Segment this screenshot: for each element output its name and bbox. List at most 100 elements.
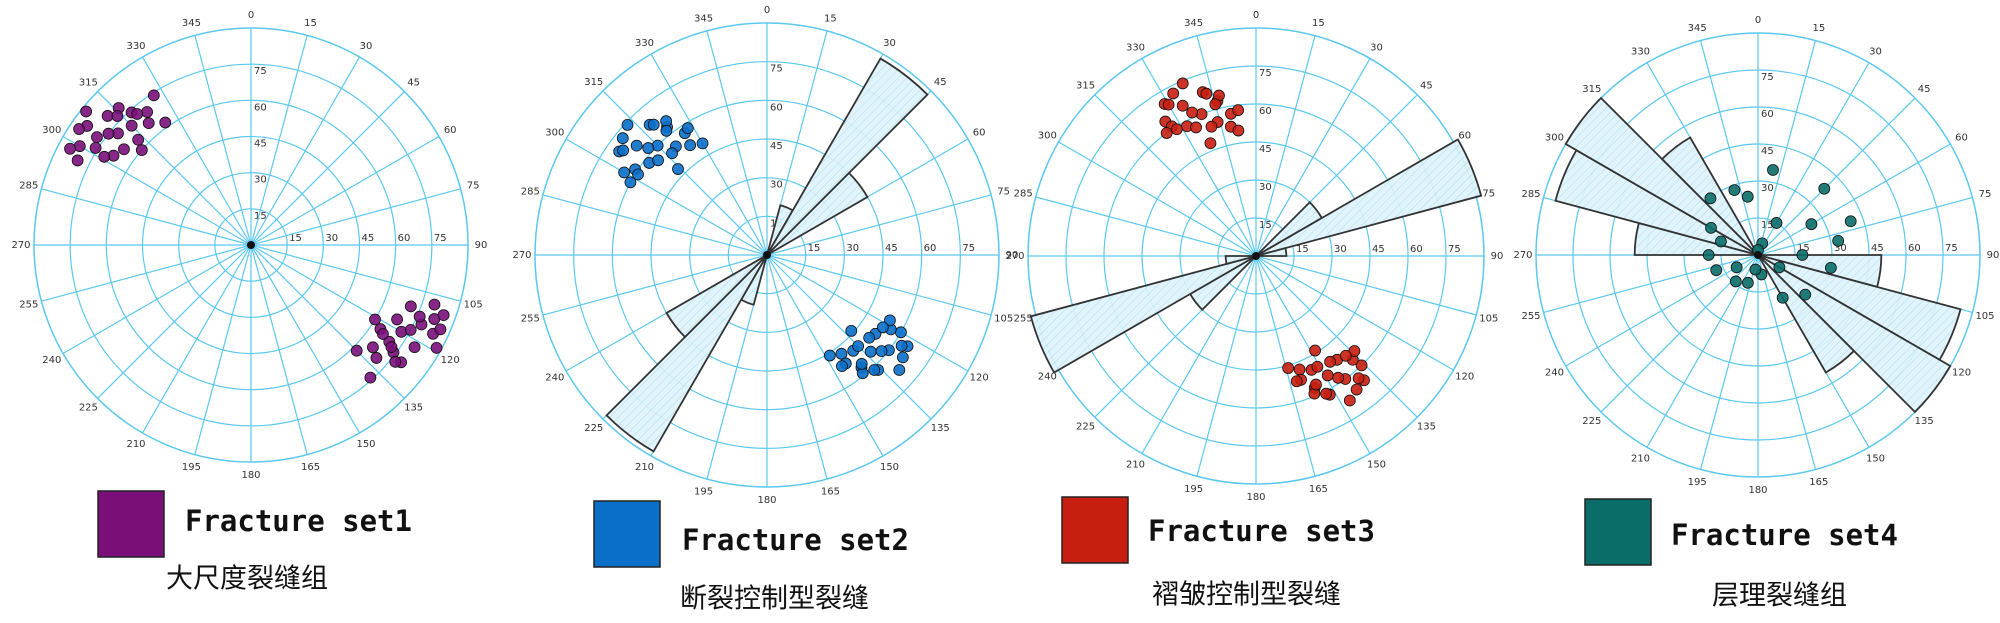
angle-tick-label: 210 <box>126 439 145 450</box>
radial-grid-line <box>1543 254 1759 314</box>
scatter-point <box>895 326 907 339</box>
angle-tick-label: 210 <box>1631 454 1650 465</box>
angle-tick-label: 30 <box>1869 46 1882 57</box>
angle-tick-label: 270 <box>512 250 531 261</box>
r-tick-label: 45 <box>1372 244 1385 255</box>
rose-petal <box>766 171 869 256</box>
scatter-point <box>672 163 684 175</box>
radial-grid-line <box>1196 35 1257 257</box>
r-tick-label: 45 <box>770 141 783 152</box>
scatter-point <box>125 119 138 132</box>
angle-tick-label: 225 <box>1582 416 1601 427</box>
scatter-point <box>430 341 443 354</box>
r-tick-label: 45 <box>1259 144 1272 155</box>
radial-grid-line <box>250 244 405 399</box>
scatter-point <box>370 352 383 364</box>
radial-grid-line <box>194 35 252 246</box>
scatter-point <box>89 141 102 154</box>
radial-grid-line <box>141 56 252 246</box>
r-tick-label: 75 <box>434 233 447 244</box>
scatter-point <box>132 133 145 146</box>
angle-tick-label: 45 <box>934 77 947 88</box>
center-dot <box>763 251 771 259</box>
angle-tick-label: 45 <box>1918 84 1931 95</box>
angle-tick-label: 150 <box>356 439 375 450</box>
r-tick-label: 75 <box>1448 244 1461 255</box>
angle-tick-label: 15 <box>304 18 317 29</box>
scatter-point <box>391 313 403 326</box>
scatter-point <box>652 154 664 167</box>
scatter-point <box>1355 359 1368 372</box>
rose-petal <box>1255 138 1483 257</box>
angle-tick-label: 120 <box>1455 372 1474 383</box>
scatter-point <box>895 339 908 352</box>
scatter-point <box>1321 369 1334 382</box>
radial-grid-line <box>97 244 252 399</box>
scatter-point <box>98 150 111 163</box>
angle-tick-label: 285 <box>1014 189 1033 200</box>
angle-tick-label: 150 <box>1866 454 1885 465</box>
scatter-point <box>64 142 76 155</box>
r-tick-label: 15 <box>1259 220 1272 231</box>
r-tick-label: 15 <box>289 233 302 244</box>
angle-tick-label: 75 <box>997 187 1010 198</box>
scatter-point <box>1773 261 1786 274</box>
scatter-point <box>1339 349 1352 362</box>
angle-tick-label: 315 <box>584 77 603 88</box>
r-tick-label: 30 <box>770 180 783 191</box>
scatter-point <box>1704 192 1717 205</box>
legend-subtitle: 大尺度裂缝组 <box>166 564 328 595</box>
scatter-point <box>73 123 85 135</box>
scatter-point <box>618 166 631 179</box>
angle-tick-label: 135 <box>1915 416 1934 427</box>
scatter-point <box>73 140 86 153</box>
scatter-point <box>1160 127 1173 139</box>
scatter-point <box>893 364 906 376</box>
radial-grid-line <box>542 254 768 316</box>
scatter-point <box>864 345 877 358</box>
radial-grid-line <box>250 244 308 455</box>
legend-subtitle: 层理裂缝组 <box>1712 581 1847 612</box>
angle-tick-label: 315 <box>1582 84 1601 95</box>
r-tick-label: 30 <box>1334 244 1347 255</box>
angle-tick-label: 285 <box>19 180 38 191</box>
radial-grid-line <box>1699 40 1759 256</box>
angle-tick-label: 30 <box>360 41 373 52</box>
angle-tick-label: 345 <box>1688 23 1707 34</box>
scatter-point <box>696 137 709 150</box>
angle-tick-label: 0 <box>764 5 770 16</box>
r-tick-label: 75 <box>254 66 267 77</box>
scatter-point <box>660 124 673 137</box>
r-tick-label: 45 <box>362 233 375 244</box>
r-tick-label: 15 <box>1761 220 1774 231</box>
scatter-point <box>147 89 160 102</box>
angle-tick-label: 15 <box>824 13 837 24</box>
scatter-point <box>1176 99 1189 112</box>
scatter-point <box>71 154 84 167</box>
angle-tick-label: 240 <box>42 355 61 366</box>
legend-label: Fracture set3 <box>1148 514 1375 548</box>
rose-petal <box>766 57 929 256</box>
r-tick-label: 60 <box>1908 243 1921 254</box>
angle-tick-label: 60 <box>1955 133 1968 144</box>
r-tick-label: 75 <box>770 64 783 75</box>
r-tick-label: 75 <box>962 243 975 254</box>
angle-tick-label: 150 <box>880 462 899 473</box>
scatter-point <box>1702 249 1715 261</box>
scatter-point <box>1162 98 1175 111</box>
scatter-point <box>1767 164 1779 176</box>
angle-tick-label: 195 <box>694 487 713 498</box>
angle-tick-label: 15 <box>1812 23 1825 34</box>
angle-tick-label: 105 <box>1975 311 1994 322</box>
scatter-point <box>1324 355 1337 368</box>
angle-tick-label: 300 <box>1038 131 1057 142</box>
scatter-point <box>1715 235 1727 248</box>
scatter-point <box>1741 190 1754 203</box>
angle-tick-label: 255 <box>1014 313 1033 324</box>
radial-grid-line <box>766 254 932 420</box>
scatter-point <box>884 314 896 327</box>
angle-tick-label: 315 <box>1076 81 1095 92</box>
scatter-point <box>367 341 379 354</box>
scatter-point <box>896 351 909 364</box>
scatter-point <box>350 344 363 357</box>
